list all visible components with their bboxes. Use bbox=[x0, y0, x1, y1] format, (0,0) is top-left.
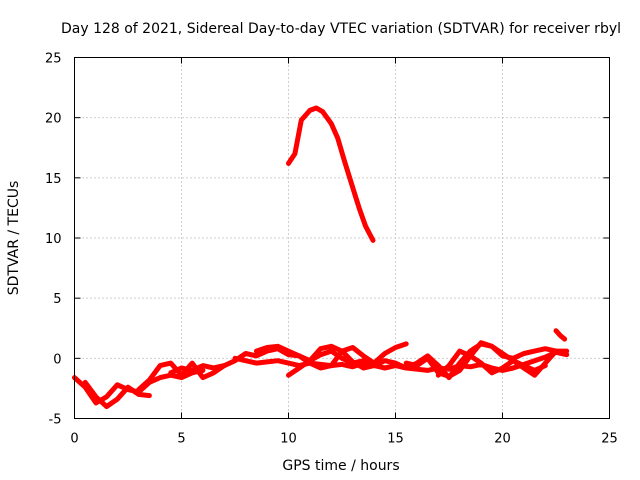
x-tick-label: 15 bbox=[387, 432, 404, 447]
x-tick-label: 25 bbox=[601, 432, 618, 447]
x-axis-label: GPS time / hours bbox=[282, 458, 399, 474]
data-series bbox=[72, 105, 570, 409]
y-tick-label: 10 bbox=[45, 232, 62, 247]
series-line-satellite-track-c bbox=[136, 360, 227, 393]
y-tick-label: 25 bbox=[45, 52, 62, 67]
x-tick-label: 5 bbox=[177, 432, 185, 447]
chart-title: Day 128 of 2021, Sidereal Day-to-day VTE… bbox=[61, 21, 621, 37]
y-axis-label: SDTVAR / TECUs bbox=[6, 181, 22, 296]
series-line-satellite-track-f bbox=[253, 341, 409, 371]
series-line-satellite-track-b bbox=[82, 379, 152, 409]
x-tick-label: 20 bbox=[494, 432, 511, 447]
x-tick-label: 0 bbox=[70, 432, 78, 447]
y-tick-label: 5 bbox=[53, 292, 61, 307]
x-tick-label: 10 bbox=[280, 432, 297, 447]
y-tick-label: 0 bbox=[53, 352, 61, 367]
y-tick-label: 15 bbox=[45, 172, 62, 187]
series-line-satellite-track-i bbox=[435, 348, 548, 378]
series-line-satellite-track-h bbox=[403, 340, 559, 379]
y-tick-label: 20 bbox=[45, 112, 62, 127]
axis-ticks: 0 5 10 15 20 25 -5 0 5 10 15 20 25 bbox=[45, 52, 618, 447]
series-line-satellite-track-j bbox=[553, 328, 568, 342]
series-line-satellite-track-peak bbox=[286, 105, 376, 243]
y-tick-label: -5 bbox=[49, 413, 62, 428]
